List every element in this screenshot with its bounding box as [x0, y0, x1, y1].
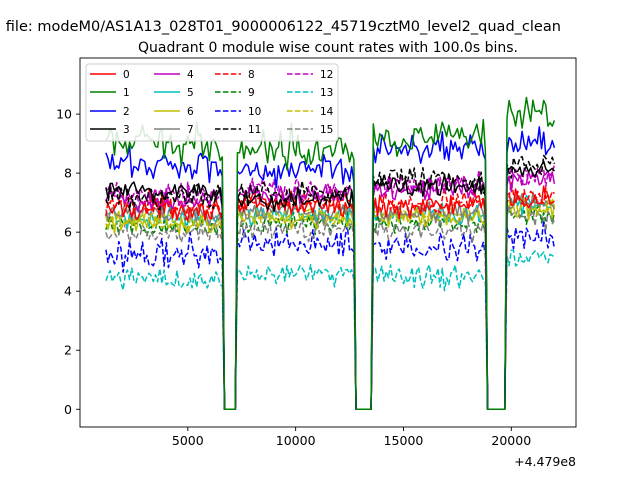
series-line-13 — [105, 249, 555, 411]
y-tick-label: 4 — [64, 284, 72, 299]
series-line-14 — [105, 195, 556, 411]
x-tick-label: 10000 — [276, 433, 316, 448]
legend-label-6: 6 — [187, 106, 194, 118]
series-line-15 — [105, 205, 556, 411]
legend-label-2: 2 — [123, 106, 130, 118]
y-tick-label: 6 — [64, 225, 72, 240]
legend-box — [85, 63, 339, 142]
x-axis-offset-label: +4.479e8 — [514, 454, 576, 469]
y-tick-label: 8 — [64, 166, 72, 181]
series-line-11 — [105, 154, 556, 411]
legend-label-4: 4 — [187, 69, 194, 81]
series-line-1 — [105, 96, 556, 411]
series-line-5 — [105, 194, 555, 411]
legend-label-3: 3 — [123, 124, 130, 136]
legend-label-0: 0 — [123, 69, 130, 81]
legend-label-1: 1 — [123, 87, 130, 99]
y-tick-label: 10 — [56, 107, 72, 122]
series-line-10 — [105, 219, 556, 411]
axis-ticks: 5000 10000 15000 20000 0 2 4 6 8 10 — [56, 107, 531, 448]
y-tick-label: 0 — [64, 402, 72, 417]
series-line-7 — [105, 191, 556, 411]
series-line-2 — [105, 126, 556, 411]
legend-label-10: 10 — [248, 106, 261, 118]
legend-label-15: 15 — [320, 124, 333, 136]
series-layer — [105, 96, 556, 411]
legend-label-7: 7 — [187, 124, 194, 136]
legend-label-9: 9 — [248, 87, 255, 99]
x-tick-label: 5000 — [172, 433, 204, 448]
legend-label-14: 14 — [320, 106, 334, 118]
figure-suptitle: n file: modeM0/AS1A13_028T01_9000006122_… — [0, 19, 561, 35]
legend-label-12: 12 — [320, 69, 333, 81]
plot-area-frame — [79, 57, 577, 428]
legend-label-5: 5 — [187, 87, 194, 99]
x-tick-label: 15000 — [384, 433, 424, 448]
y-tick-label: 2 — [64, 343, 72, 358]
x-tick-label: 20000 — [491, 433, 531, 448]
legend-label-11: 11 — [248, 124, 261, 136]
legend-label-8: 8 — [248, 69, 255, 81]
chart-title: Quadrant 0 module wise count rates with … — [138, 40, 518, 56]
legend-label-13: 13 — [320, 87, 333, 99]
